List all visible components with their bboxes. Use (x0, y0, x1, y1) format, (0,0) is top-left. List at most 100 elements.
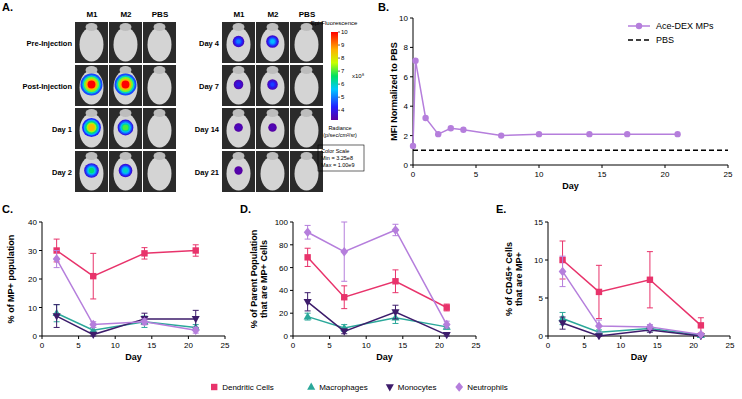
x-tick (730, 336, 731, 339)
panel-label: A. (2, 1, 13, 13)
mouse (114, 114, 138, 148)
y-tick (290, 336, 293, 337)
image-background (290, 65, 323, 106)
point (647, 277, 653, 283)
y-tick-label: 8 (404, 43, 409, 52)
point (193, 247, 199, 253)
point (412, 57, 418, 63)
mouse (114, 71, 138, 105)
x-tick (329, 336, 330, 339)
legend-label: Ace-DEX MPs (656, 21, 714, 31)
point (53, 254, 61, 264)
mouse (114, 28, 138, 62)
signal (236, 125, 241, 130)
y-tick (290, 244, 293, 245)
y-tick-label: 20 (28, 275, 37, 284)
y-tick (39, 279, 42, 280)
x-tick (78, 336, 79, 339)
image-background (222, 65, 255, 106)
y-tick-label: 10 (399, 14, 408, 23)
point (141, 317, 149, 327)
point (435, 131, 441, 137)
error-bar (392, 270, 398, 293)
point (698, 322, 704, 328)
image-background (109, 151, 142, 192)
mouse-head (86, 152, 98, 160)
row-label: Day 14 (195, 125, 220, 134)
point (89, 332, 97, 339)
x-tick-label: 5 (327, 341, 332, 350)
signal (85, 121, 98, 134)
mouse (148, 71, 172, 105)
series-line (413, 61, 678, 146)
scale-box (318, 145, 364, 171)
signal (119, 121, 132, 134)
image-background (222, 108, 255, 149)
signal (269, 124, 276, 131)
legend-label: Monocytes (398, 383, 437, 392)
x-tick (115, 336, 116, 339)
x-tick-label: 0 (291, 341, 296, 350)
mouse (261, 114, 285, 148)
legend-label: PBS (656, 35, 674, 45)
signal (118, 120, 134, 136)
x-tick-label: 15 (598, 170, 607, 179)
signal (236, 82, 241, 87)
signal (120, 165, 132, 177)
point (624, 131, 630, 137)
x-axis (42, 336, 225, 337)
y-tick-label: 0 (33, 332, 38, 341)
x-tick-label: 15 (653, 341, 662, 350)
point (536, 131, 542, 137)
y-tick-label: 30 (28, 247, 37, 256)
signal (120, 79, 131, 90)
point (596, 289, 602, 295)
mouse-head (154, 66, 166, 74)
signal (85, 164, 97, 176)
mouse (261, 71, 285, 105)
x-tick-label: 5 (474, 170, 479, 179)
row-label: Day 7 (199, 82, 219, 91)
mouse-head (86, 23, 98, 31)
panel-label: D. (240, 203, 251, 215)
signal (237, 83, 240, 86)
signal (82, 118, 101, 137)
x-tick (693, 336, 694, 339)
signal (121, 166, 130, 175)
column-label: M2 (120, 10, 132, 19)
signal (123, 125, 129, 131)
signal (120, 122, 131, 133)
y-tick-label: 10 (534, 256, 543, 265)
signal (234, 80, 244, 90)
colorbar-tick (338, 71, 340, 72)
signal (88, 81, 96, 89)
point (586, 131, 592, 137)
signal (122, 167, 129, 174)
mouse (227, 71, 251, 105)
legend-line (628, 39, 650, 41)
image-background (75, 108, 108, 149)
mouse (114, 157, 138, 191)
series-line (308, 302, 447, 335)
panel-label: C. (2, 203, 13, 215)
column-label: M1 (86, 10, 98, 19)
mouse-head (267, 152, 279, 160)
colorbar-tick-label: 5 (341, 94, 345, 100)
x-axis-label: Day (562, 181, 579, 191)
colorbar-tick-label: 8 (341, 55, 345, 61)
signal (236, 168, 242, 174)
y-axis-label: MFI Normalized to PBS (389, 42, 399, 141)
mouse-head (120, 66, 132, 74)
colorbar-tick (338, 110, 340, 111)
image-background (75, 151, 108, 192)
x-tick-label: 0 (546, 341, 551, 350)
mouse-head (120, 152, 132, 160)
mouse (261, 157, 285, 191)
series-line (563, 260, 701, 325)
x-tick-label: 20 (184, 341, 193, 350)
series-line (57, 259, 196, 330)
colorbar-title: Epi-Fluorescence (311, 20, 358, 26)
image-background (222, 151, 255, 192)
page: {"imaging": {"panel": "A.", "columns": [… (0, 0, 742, 399)
error-bar (193, 245, 199, 256)
